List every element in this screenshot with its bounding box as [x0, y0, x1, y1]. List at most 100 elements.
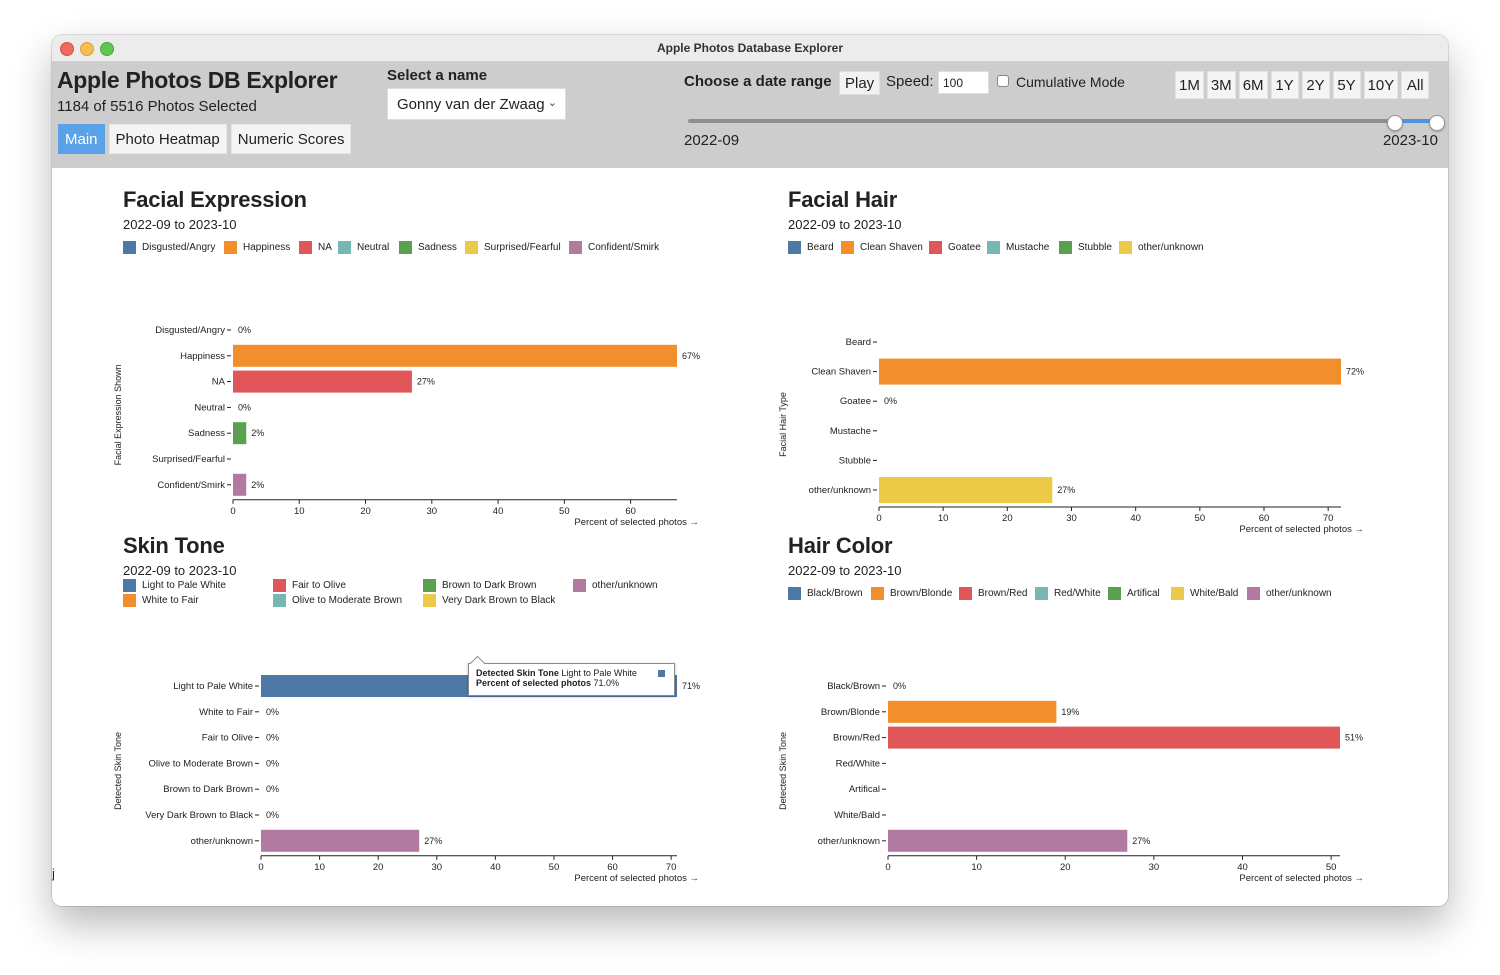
y-tick-label: Goatee [840, 396, 871, 407]
bar-value-label: 0% [893, 681, 906, 691]
y-tick-label: Mustache [830, 426, 871, 437]
legend-swatch [959, 587, 972, 600]
play-button[interactable]: Play [839, 71, 881, 95]
y-axis-title: Facial Hair Type [778, 392, 788, 457]
legend-label: other/unknown [1138, 242, 1204, 253]
bar-value-label: 2% [251, 480, 264, 490]
panel-subtitle: 2022-09 to 2023-10 [123, 217, 237, 232]
x-tick-label: 10 [314, 862, 325, 873]
legend-label: Confident/Smirk [588, 242, 660, 253]
bar-value-label: 27% [417, 377, 435, 387]
bar-tooltip: Detected Skin Tone Light to Pale White P… [468, 655, 675, 696]
x-tick-label: 60 [1259, 513, 1270, 524]
date-slider-selection[interactable] [1394, 119, 1436, 123]
range-button-all[interactable]: All [1401, 71, 1430, 99]
legend-label: Light to Pale White [142, 580, 226, 591]
bar[interactable] [888, 726, 1340, 749]
x-tick-label: 0 [258, 862, 263, 873]
legend-item: other/unknown [1119, 241, 1204, 254]
speed-input[interactable] [938, 71, 989, 94]
bar[interactable] [233, 370, 412, 393]
tab-photo-heatmap[interactable]: Photo Heatmap [108, 124, 227, 154]
range-end-date: 2023-10 [1382, 132, 1438, 149]
legend-label: Brown to Dark Brown [442, 580, 537, 591]
bar-value-label: 51% [1345, 733, 1363, 743]
y-tick-label: Surprised/Fearful [152, 454, 225, 465]
bar[interactable] [261, 829, 420, 852]
legend-label: Neutral [357, 242, 390, 253]
range-button-3m[interactable]: 3M [1206, 71, 1236, 99]
range-button-5y[interactable]: 5Y [1332, 71, 1361, 99]
legend-label: Artifical [1127, 588, 1160, 599]
range-button-1m[interactable]: 1M [1175, 71, 1204, 99]
title-bar: Apple Photos Database Explorer [52, 35, 1448, 62]
bar[interactable] [233, 422, 247, 445]
x-tick-label: 20 [373, 862, 384, 873]
legend-swatch [123, 241, 136, 254]
tooltip-key-2: Percent of selected photos [476, 678, 592, 688]
panel-subtitle: 2022-09 to 2023-10 [788, 217, 902, 232]
range-button-6m[interactable]: 6M [1238, 71, 1268, 99]
legend-label: Stubble [1078, 242, 1112, 253]
name-select[interactable]: Gonny van der Zwaag ⌄ [387, 88, 566, 120]
bar[interactable] [879, 477, 1053, 503]
bar-value-label: 0% [884, 396, 897, 406]
bar-value-label: 0% [266, 810, 279, 820]
legend-item: Brown/Red [959, 587, 1027, 600]
x-tick-label: 0 [876, 513, 881, 524]
legend-swatch [929, 241, 942, 254]
minimize-window-icon[interactable] [80, 42, 94, 56]
cumulative-mode-checkbox[interactable] [997, 75, 1009, 87]
legend-swatch [1171, 587, 1184, 600]
name-select-value: Gonny van der Zwaag [397, 95, 545, 113]
legend-swatch [423, 594, 436, 607]
zoom-window-icon[interactable] [100, 42, 114, 56]
bar[interactable] [888, 700, 1057, 723]
bar-chart: Facial Expression Shown Disgusted/Angry 0%… [113, 325, 700, 528]
x-tick-label: 50 [559, 506, 570, 517]
date-slider-track[interactable] [688, 119, 1436, 123]
x-tick-label: 10 [294, 506, 305, 517]
bar-value-label: 27% [1132, 836, 1150, 846]
legend-swatch [987, 241, 1000, 254]
tab-main[interactable]: Main [58, 124, 105, 154]
y-tick-label: Light to Pale White [173, 681, 253, 692]
y-tick-label: Happiness [180, 351, 225, 362]
legend-swatch [841, 241, 854, 254]
legend-item: Fair to Olive [273, 579, 346, 592]
y-tick-label: White to Fair [199, 707, 253, 718]
x-axis-title: Percent of selected photos → [1239, 873, 1364, 884]
bar[interactable] [879, 358, 1341, 385]
x-tick-label: 60 [625, 506, 636, 517]
bar-chart: Facial Hair Type Beard Clean Shaven 72% Goat… [778, 337, 1364, 535]
legend-swatch [1119, 241, 1132, 254]
y-tick-label: Stubble [839, 455, 871, 466]
date-slider-end-handle[interactable] [1429, 115, 1445, 131]
legend-label: Brown/Red [978, 588, 1028, 599]
range-button-2y[interactable]: 2Y [1301, 71, 1330, 99]
legend-item: White/Bald [1171, 587, 1238, 600]
nav-tabs: Main Photo Heatmap Numeric Scores [58, 124, 352, 154]
bar[interactable] [888, 829, 1128, 852]
y-tick-label: White/Bald [834, 810, 880, 821]
x-tick-label: 40 [1237, 862, 1248, 873]
close-window-icon[interactable] [60, 42, 74, 56]
legend-swatch [573, 579, 586, 592]
date-slider-start-handle[interactable] [1387, 115, 1404, 131]
x-tick-label: 30 [1149, 862, 1160, 873]
legend-swatch [399, 241, 412, 254]
app-title: Apple Photos DB Explorer [57, 67, 338, 93]
y-tick-label: Disgusted/Angry [155, 325, 225, 336]
range-button-1y[interactable]: 1Y [1270, 71, 1299, 99]
y-tick-label: Neutral [194, 402, 225, 413]
bar[interactable] [233, 344, 677, 367]
x-tick-label: 20 [1060, 862, 1071, 873]
legend-item: Mustache [987, 241, 1049, 254]
x-tick-label: 40 [1130, 513, 1141, 524]
legend-swatch [788, 241, 801, 254]
range-button-10y[interactable]: 10Y [1363, 71, 1399, 99]
legend-swatch [1059, 241, 1072, 254]
tab-numeric-scores[interactable]: Numeric Scores [230, 124, 352, 154]
legend-item: Happiness [224, 241, 290, 254]
bar[interactable] [233, 473, 247, 496]
